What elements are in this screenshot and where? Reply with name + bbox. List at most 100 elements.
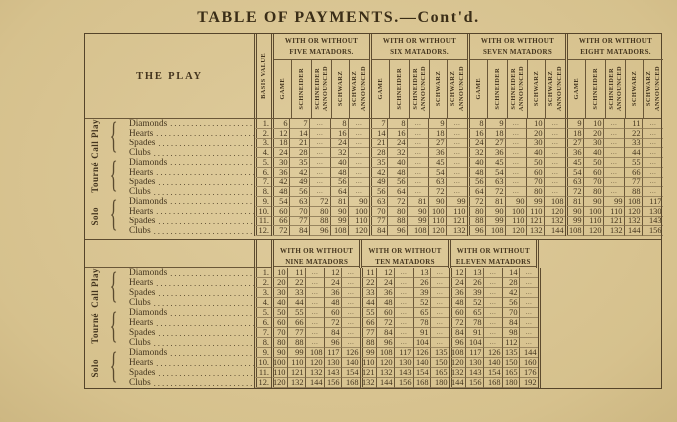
payment-cell: 90 <box>428 197 446 207</box>
payment-cell: 33 <box>624 138 642 149</box>
payment-cell: ... <box>544 128 565 139</box>
payment-cell: 56 <box>387 177 407 188</box>
payment-cell: 81 <box>407 197 428 207</box>
payment-cell: 36 <box>449 288 465 298</box>
payment-cell: 72 <box>387 197 407 207</box>
payment-cell: 108 <box>624 197 642 207</box>
payment-cell: 18 <box>485 128 505 139</box>
payment-cell: 56 <box>369 187 387 197</box>
payment-cell: ... <box>603 119 624 129</box>
payment-cell: 154 <box>483 368 502 378</box>
basis-value: 6. <box>254 318 271 328</box>
payment-cell: ... <box>446 119 467 129</box>
payment-cell: 21 <box>289 138 309 149</box>
payment-cell: 33 <box>287 288 305 298</box>
payment-cell: 39 <box>465 288 483 298</box>
payment-cell: ... <box>446 187 467 197</box>
payment-cell: 99 <box>330 216 348 227</box>
payment-cell: ... <box>309 177 330 188</box>
payment-cell: ... <box>544 119 565 129</box>
payment-cell: ... <box>446 128 467 139</box>
payment-cell: 44 <box>360 298 376 308</box>
payment-cell: 88 <box>624 187 642 197</box>
payment-cell: 90 <box>505 197 526 207</box>
payment-cell: ... <box>519 278 538 288</box>
payment-cell: ... <box>394 298 413 308</box>
payment-cell: ... <box>519 288 538 298</box>
payment-cell: 26 <box>413 278 430 288</box>
play-group-label-tourn-: Tourné <box>89 312 100 344</box>
payment-cell: 88 <box>360 338 376 348</box>
payment-cell: 56 <box>467 177 485 188</box>
payment-cell: 64 <box>330 187 348 197</box>
play-group-label-solo: Solo <box>89 358 100 378</box>
play-name: Clubs...................................… <box>129 148 254 158</box>
payment-cell: ... <box>305 328 324 338</box>
payment-cell: ... <box>341 298 360 308</box>
payment-cell: 130 <box>394 358 413 368</box>
basis-value: 7. <box>254 177 271 188</box>
payment-cell: 63 <box>289 197 309 207</box>
payment-cell: 154 <box>413 368 430 378</box>
payment-cell: ... <box>519 308 538 318</box>
payment-cell: 135 <box>502 348 519 358</box>
basis-value: 10. <box>254 206 271 217</box>
payment-cell: 6 <box>271 119 289 129</box>
payment-cell: ... <box>341 268 360 278</box>
payment-cell: ... <box>309 138 330 149</box>
payment-cell: 48 <box>376 298 394 308</box>
payment-cell: 11 <box>287 268 305 278</box>
payment-cell: 40 <box>583 148 603 158</box>
payment-cell: ... <box>446 167 467 178</box>
empty-area <box>538 368 663 378</box>
payment-cell: 36 <box>376 288 394 298</box>
subcol-header-schwarz-announced: Schwarz Announced <box>446 60 467 118</box>
group-brace: { <box>110 346 118 387</box>
payment-cell: 48 <box>330 167 348 178</box>
payment-cell: ... <box>519 298 538 308</box>
payment-cell: 88 <box>467 216 485 227</box>
payment-cell: 48 <box>324 298 341 308</box>
basis-value: 3. <box>254 288 271 298</box>
payment-cell: 63 <box>565 177 583 188</box>
payment-cell: 12 <box>449 268 465 278</box>
payment-cell: ... <box>603 138 624 149</box>
payment-cell: ... <box>341 318 360 328</box>
empty-area <box>535 240 661 268</box>
payment-cell: 7 <box>369 119 387 129</box>
payment-cell: ... <box>348 158 369 168</box>
payment-cell: 168 <box>413 378 430 388</box>
empty-area <box>538 348 663 358</box>
payment-cell: 120 <box>583 226 603 236</box>
subcol-header-schneider: Schneider <box>487 60 506 118</box>
payment-cell: 130 <box>324 358 341 368</box>
play-name: Clubs...................................… <box>129 298 254 308</box>
payment-cell: 126 <box>341 348 360 358</box>
payment-cell: 22 <box>624 128 642 139</box>
payment-cell: 96 <box>449 338 465 348</box>
payment-cell: ... <box>341 278 360 288</box>
payment-cell: 99 <box>446 197 467 207</box>
payment-cell: 56 <box>289 187 309 197</box>
payment-cell: ... <box>348 128 369 139</box>
payment-cell: 81 <box>485 197 505 207</box>
payment-cell: 35 <box>369 158 387 168</box>
payment-cell: 64 <box>467 187 485 197</box>
payment-cell: 70 <box>502 308 519 318</box>
payment-cell: 20 <box>583 128 603 139</box>
payment-cell: 81 <box>565 197 583 207</box>
payment-cell: 108 <box>449 348 465 358</box>
payment-cell: ... <box>446 158 467 168</box>
payment-cell: 80 <box>583 187 603 197</box>
payment-cell: ... <box>305 308 324 318</box>
subcol-header-schneider-announced: Schneider Announced <box>408 60 429 118</box>
payment-cell: 84 <box>324 328 341 338</box>
payment-cell: ... <box>544 187 565 197</box>
payment-cell: 132 <box>376 368 394 378</box>
basis-value: 10. <box>254 358 271 368</box>
payment-cell: 9 <box>565 119 583 129</box>
payment-cell: 20 <box>271 278 287 288</box>
play-name: Hearts..................................… <box>129 206 254 217</box>
payment-cell: ... <box>305 278 324 288</box>
payment-cell: 100 <box>271 358 287 368</box>
